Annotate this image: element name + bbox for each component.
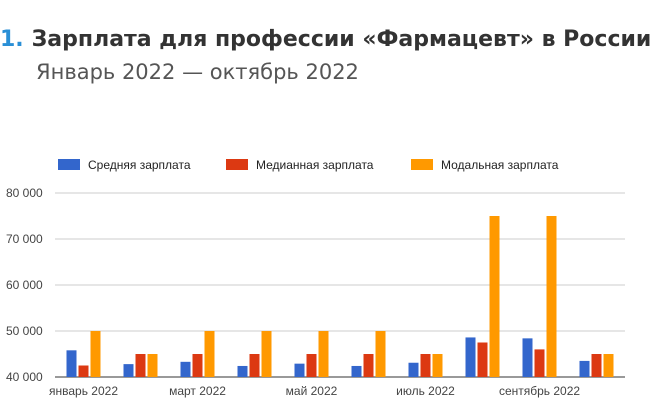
bar-средняя-зарплата-июль-2022: [408, 362, 419, 377]
x-tick-label: январь 2022: [49, 384, 118, 398]
x-tick-label: май 2022: [286, 384, 338, 398]
chart-heading: 1. Зарплата для профессии «Фармацевт» в Р…: [0, 27, 651, 52]
y-tick-label: 60 000: [6, 278, 43, 292]
y-tick-label: 80 000: [6, 186, 43, 200]
bar-средняя-зарплата-август-2022: [465, 337, 476, 377]
bar-медианная-зарплата-май-2022: [306, 354, 317, 377]
bar-модальная-зарплата-август-2022: [489, 216, 500, 377]
bar-модальная-зарплата-май-2022: [318, 331, 329, 377]
legend-label: Модальная зарплата: [441, 158, 559, 172]
bar-средняя-зарплата-март-2022: [180, 361, 191, 377]
bar-медианная-зарплата-февраль-2022: [135, 354, 146, 377]
bar-средняя-зарплата-февраль-2022: [123, 364, 134, 377]
bar-медианная-зарплата-сентябрь-2022: [534, 349, 545, 377]
bar-средняя-зарплата-июнь-2022: [351, 365, 362, 377]
heading-number: 1.: [0, 27, 24, 52]
bar-медианная-зарплата-октябрь-2022: [591, 354, 602, 377]
x-tick-label: март 2022: [169, 384, 226, 398]
legend-label: Медианная зарплата: [256, 158, 374, 172]
bar-модальная-зарплата-январь-2022: [90, 331, 101, 377]
y-tick-label: 70 000: [6, 232, 43, 246]
y-tick-label: 50 000: [6, 324, 43, 338]
legend-swatch-средняя-зарплата: [58, 159, 80, 170]
bar-средняя-зарплата-апрель-2022: [237, 365, 248, 377]
x-tick-label: июль 2022: [396, 384, 455, 398]
salary-bar-chart: 40 000 50 000 60 000 70 000 80 000 январь 202…: [6, 158, 625, 398]
legend-label: Средняя зарплата: [88, 158, 191, 172]
bar-медианная-зарплата-июль-2022: [420, 354, 431, 377]
legend-swatch-модальная-зарплата: [411, 159, 433, 170]
bar-медианная-зарплата-апрель-2022: [249, 354, 260, 377]
bar-средняя-зарплата-январь-2022: [66, 350, 77, 377]
bar-медианная-зарплата-январь-2022: [78, 365, 89, 377]
bar-модальная-зарплата-сентябрь-2022: [546, 216, 557, 377]
legend-swatch-медианная-зарплата: [226, 159, 248, 170]
y-tick-label: 40 000: [6, 370, 43, 384]
bar-медианная-зарплата-июнь-2022: [363, 354, 374, 377]
bar-модальная-зарплата-июнь-2022: [375, 331, 386, 377]
bar-модальная-зарплата-октябрь-2022: [603, 354, 614, 377]
bar-медианная-зарплата-март-2022: [192, 354, 203, 377]
bar-модальная-зарплата-апрель-2022: [261, 331, 272, 377]
bar-средняя-зарплата-май-2022: [294, 363, 305, 377]
page-title: Зарплата для профессии «Фармацевт» в Рос…: [31, 27, 652, 52]
page-subtitle: Январь 2022 — октябрь 2022: [36, 60, 359, 84]
bar-средняя-зарплата-октябрь-2022: [579, 360, 590, 377]
x-tick-label: сентябрь 2022: [499, 384, 580, 398]
bar-медианная-зарплата-август-2022: [477, 342, 488, 377]
bar-средняя-зарплата-сентябрь-2022: [522, 338, 533, 377]
bar-модальная-зарплата-март-2022: [204, 331, 215, 377]
bar-модальная-зарплата-июль-2022: [432, 354, 443, 377]
bar-модальная-зарплата-февраль-2022: [147, 354, 158, 377]
